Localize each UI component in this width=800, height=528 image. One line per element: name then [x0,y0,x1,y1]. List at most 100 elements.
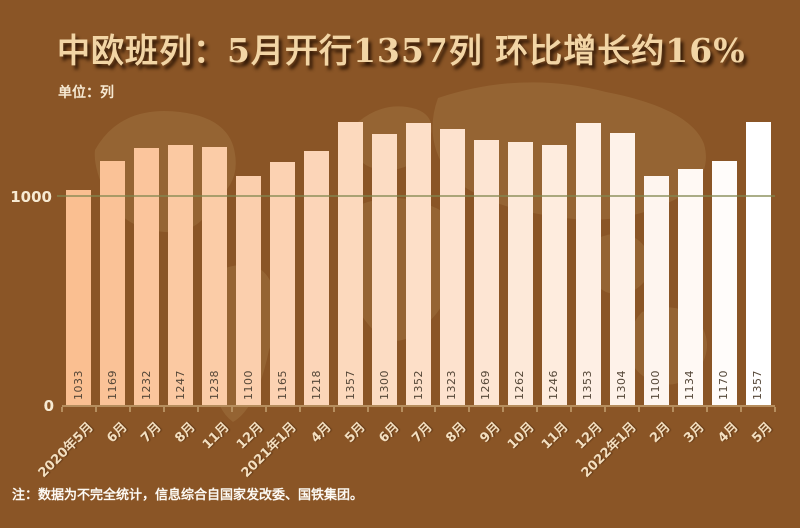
bar-value-label: 1238 [207,370,221,400]
bar-slot: 1247 [164,88,198,405]
bar-slot: 1323 [435,88,469,405]
bar-value-label: 1170 [717,370,731,400]
x-axis-label: 6月 [104,419,131,447]
bar-value-label: 1262 [513,370,527,400]
x-axis-label: 11月 [199,419,233,453]
x-axis-tick [61,407,63,412]
x-axis-tick [604,407,607,412]
bar: 1169 [100,161,126,405]
bar-slot: 1169 [96,88,130,405]
bar-slot: 1269 [469,88,503,405]
bar-slot: 1170 [707,88,741,405]
bar: 1218 [304,150,330,405]
x-axis-label: 8月 [172,419,199,447]
x-axis-label: 7月 [138,419,165,447]
x-axis-tick [298,407,301,412]
x-axis-label: 6月 [375,419,402,447]
bar-slot: 1232 [130,88,164,405]
bar-value-label: 1134 [683,370,697,400]
bar: 1357 [745,122,771,405]
bar-slot: 1300 [368,88,402,405]
x-axis-tick [740,407,743,412]
bar-slot: 1357 [334,88,368,405]
bar: 1033 [66,189,92,405]
x-axis-tick [264,407,267,412]
x-axis-tick [230,407,233,412]
gridline-1000 [57,195,775,198]
bar: 1269 [473,140,499,405]
bar-slot: 1033 [62,88,96,405]
bar-value-label: 1300 [377,370,391,400]
unit-label: 单位：列 [58,85,114,101]
bar-value-label: 1169 [105,370,119,400]
bar-value-label: 1357 [751,370,765,400]
x-axis-tick [400,407,403,412]
bar: 1238 [202,146,228,405]
x-axis-label: 2020年5月 [35,419,97,481]
x-axis-label: 9月 [477,419,504,447]
bar-slot: 1304 [605,88,639,405]
bar-value-label: 1100 [649,370,663,400]
x-axis-label: 4月 [715,419,742,447]
x-axis-tick [196,407,199,412]
bar: 1352 [406,123,431,405]
footnote: 注：数据为不完全统计，信息综合自国家发改委、国铁集团。 [12,488,364,503]
x-axis-tick [502,407,505,412]
x-axis-tick [672,407,675,412]
x-axis-label: 5月 [341,419,369,447]
bar-slot: 1352 [402,88,436,405]
x-axis-tick [332,407,335,412]
bar-slot: 1353 [571,88,605,405]
bar: 1353 [575,122,601,405]
chart-plot-area: 1033 1169 1232 1247 1238 1100 1165 1218 1357 1300… [10,88,776,415]
bar-value-label: 1269 [479,370,493,400]
x-axis-tick [468,407,471,412]
bar-slot: 1218 [300,88,334,405]
x-axis-label: 3月 [681,419,708,447]
bar-value-label: 1033 [71,370,85,400]
chart-title: 中欧班列：5月开行1357列 环比增长约16% [57,31,746,70]
x-axis-tick [94,407,97,412]
bar-slot: 1100 [639,88,673,405]
bar: 1247 [168,144,194,405]
bar-slot: 1100 [232,88,266,405]
bars-container: 1033 1169 1232 1247 1238 1100 1165 1218 1357 1300… [62,88,775,405]
x-axis-tick [570,407,573,412]
bar: 1100 [643,175,669,405]
bar: 1304 [609,133,635,405]
bar-value-label: 1352 [411,370,425,400]
x-axis-tick [638,407,641,412]
x-axis-tick [774,407,776,412]
y-axis-label-0: 0 [43,397,54,415]
bar: 1357 [338,122,364,405]
x-axis-tick [162,407,165,412]
x-axis-label: 7月 [409,419,436,447]
bar: 1300 [372,133,398,405]
bar-value-label: 1165 [275,370,289,400]
bar-value-label: 1246 [547,370,561,400]
y-axis-label-1000: 1000 [10,188,52,207]
bar: 1323 [439,129,465,405]
x-axis-tick [536,407,539,412]
bar: 1170 [711,161,737,405]
x-axis-tick [434,407,437,412]
bar-value-label: 1304 [615,370,629,400]
x-axis-tick [128,407,131,412]
x-axis-label: 11月 [539,419,572,453]
bar-slot: 1165 [266,88,300,405]
bar: 1165 [270,162,296,405]
x-axis-label: 5月 [749,419,776,447]
bar: 1134 [677,168,703,405]
bar-slot: 1238 [198,88,232,405]
x-axis-label: 4月 [307,419,335,447]
bar-value-label: 1247 [173,370,187,400]
x-axis-label: 2月 [647,419,674,447]
bar-value-label: 1218 [309,370,323,400]
x-axis-label: 8月 [443,419,470,447]
bar-slot: 1134 [673,88,707,405]
bar-value-label: 1232 [139,370,153,400]
x-axis-label: 10月 [505,419,538,453]
bar-slot: 1262 [503,88,537,405]
bar-slot: 1246 [537,88,571,405]
bar: 1232 [134,148,160,405]
